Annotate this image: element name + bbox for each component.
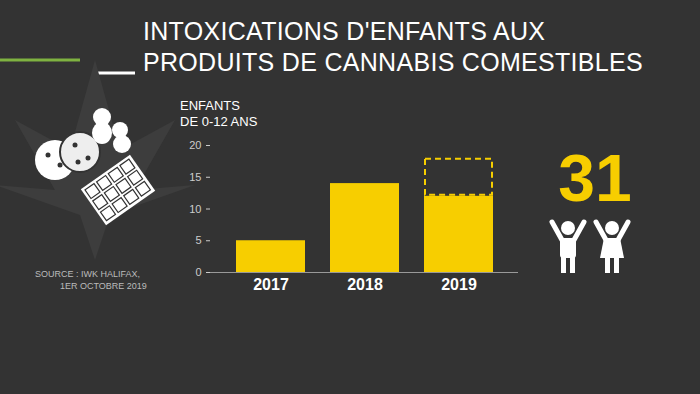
- svg-text:10: 10: [189, 203, 201, 215]
- svg-text:2019: 2019: [441, 276, 477, 293]
- svg-text:15: 15: [189, 171, 201, 183]
- svg-text:2018: 2018: [347, 276, 383, 293]
- html-text:31: 31: [558, 141, 632, 215]
- svg-text:2017: 2017: [253, 276, 289, 293]
- html-text:SOURCE : IWK HALIFAX, 1ER OCTO: SOURCE : IWK HALIFAX, 1ER OCTOBRE 2019: [35, 269, 147, 292]
- svg-text:0: 0: [195, 266, 201, 278]
- html-text:INTOXICATIONS D'ENFANTS AUX PR: INTOXICATIONS D'ENFANTS AUX PRODUITS DE …: [143, 17, 643, 77]
- svg-text:20: 20: [189, 139, 201, 151]
- svg-text:5: 5: [195, 234, 201, 246]
- html-text:ENFANTS DE 0-12 ANS: ENFANTS DE 0-12 ANS: [180, 98, 258, 130]
